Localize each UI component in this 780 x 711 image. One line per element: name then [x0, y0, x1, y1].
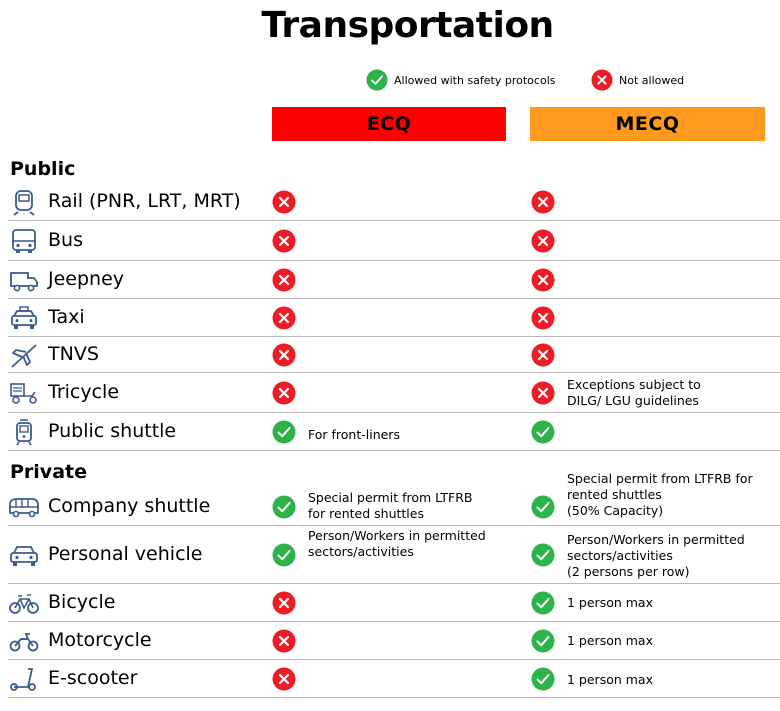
row-divider [8, 697, 780, 698]
taxi-icon [8, 304, 40, 332]
motorcycle-icon [8, 627, 40, 655]
row-label: Taxi [48, 306, 85, 328]
table-row: TNVS [0, 337, 780, 373]
table-row: Motorcycle 1 person max [0, 622, 780, 660]
table-row: Bus [0, 221, 780, 261]
row-label: Bicycle [48, 591, 116, 613]
ecq-note: Person/Workers in permitted sectors/activ… [308, 528, 486, 559]
mecq-cross-icon [531, 381, 555, 405]
shuttle-icon [8, 493, 40, 521]
row-label: Bus [48, 229, 83, 251]
row-divider [8, 412, 780, 413]
bus-icon [8, 227, 40, 255]
jeepney-icon [8, 266, 40, 294]
row-label: Company shuttle [48, 495, 211, 517]
row-divider [8, 525, 780, 526]
row-label: Personal vehicle [48, 543, 203, 565]
section-public-heading: Public [10, 158, 76, 180]
row-label: Jeepney [48, 268, 125, 290]
table-row: E-scooter 1 person max [0, 660, 780, 698]
row-divider [8, 260, 780, 261]
table-row: Taxi [0, 299, 780, 337]
mecq-cross-icon [531, 190, 555, 214]
scooter-icon [8, 665, 40, 693]
row-label: Public shuttle [48, 420, 177, 442]
row-divider [8, 583, 780, 584]
tram-icon [8, 418, 40, 446]
mecq-note: 1 person max [567, 672, 653, 687]
table-row: Public shuttle For front-liners [0, 413, 780, 451]
row-divider [8, 450, 780, 451]
row-divider [8, 298, 780, 299]
mecq-column-header: MECQ [530, 107, 765, 141]
row-divider [8, 372, 780, 373]
mecq-cross-icon [531, 343, 555, 367]
legend-not-allowed-label: Not allowed [619, 73, 685, 87]
table-row: Personal vehicle Person/Workers in permit… [0, 526, 780, 584]
page-title: Transportation [261, 5, 554, 46]
ecq-check-icon [272, 420, 296, 444]
legend-allowed-label: Allowed with safety protocols [394, 73, 556, 87]
row-label: TNVS [48, 343, 99, 365]
mecq-check-icon [531, 629, 555, 653]
ecq-cross-icon [272, 591, 296, 615]
row-divider [8, 659, 780, 660]
check-icon [366, 69, 388, 91]
ecq-cross-icon [272, 667, 296, 691]
mecq-check-icon [531, 420, 555, 444]
cross-icon [591, 69, 613, 91]
mecq-cross-icon [531, 268, 555, 292]
mecq-note: Person/Workers in permitted sectors/activ… [567, 532, 745, 579]
table-row: Jeepney [0, 261, 780, 299]
row-divider [8, 220, 780, 221]
row-divider [8, 336, 780, 337]
legend-allowed: Allowed with safety protocols [366, 69, 555, 91]
train-icon [8, 188, 40, 216]
ecq-cross-icon [272, 381, 296, 405]
table-row: Tricycle Exceptions subject to DILG/ LGU g… [0, 373, 780, 413]
section-private-heading: Private [10, 461, 87, 483]
tricycle-icon [8, 379, 40, 407]
ecq-cross-icon [272, 629, 296, 653]
mecq-note: Exceptions subject to DILG/ LGU guideline… [567, 377, 701, 408]
row-divider [8, 621, 780, 622]
mecq-note: 1 person max [567, 633, 653, 648]
ecq-check-icon [272, 543, 296, 567]
bicycle-icon [8, 589, 40, 617]
row-label: Motorcycle [48, 629, 152, 651]
table-row: Bicycle 1 person max [0, 584, 780, 622]
mecq-cross-icon [531, 306, 555, 330]
mecq-note: 1 person max [567, 595, 653, 610]
airplane-icon [8, 341, 40, 369]
row-label: Rail (PNR, LRT, MRT) [48, 190, 241, 212]
ecq-note: Special permit from LTFRB for rented shut… [308, 490, 473, 521]
row-label: E-scooter [48, 667, 138, 689]
ecq-cross-icon [272, 306, 296, 330]
car-icon [8, 541, 40, 569]
row-label: Tricycle [48, 381, 120, 403]
mecq-check-icon [531, 495, 555, 519]
mecq-check-icon [531, 667, 555, 691]
ecq-cross-icon [272, 343, 296, 367]
table-row: Rail (PNR, LRT, MRT) [0, 183, 780, 221]
mecq-cross-icon [531, 229, 555, 253]
ecq-cross-icon [272, 268, 296, 292]
mecq-check-icon [531, 591, 555, 615]
table-row: Company shuttle Special permit from LTFRB… [0, 471, 780, 526]
mecq-check-icon [531, 543, 555, 567]
legend-not-allowed: Not allowed [591, 69, 684, 91]
ecq-check-icon [272, 495, 296, 519]
ecq-note: For front-liners [308, 427, 400, 442]
mecq-note: Special permit from LTFRB for rented shut… [567, 471, 753, 518]
ecq-cross-icon [272, 229, 296, 253]
ecq-cross-icon [272, 190, 296, 214]
ecq-column-header: ECQ [272, 107, 506, 141]
